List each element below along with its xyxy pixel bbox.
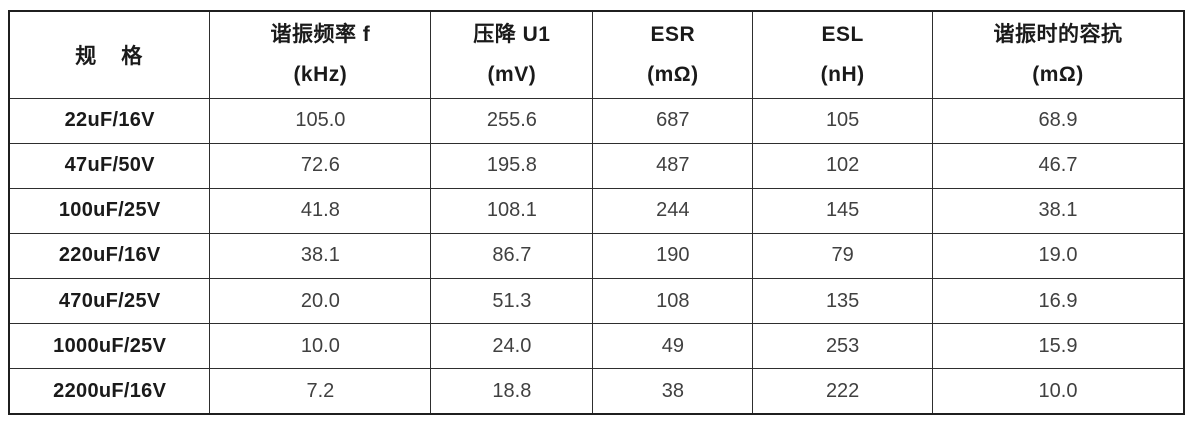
col-header-spec: 规 格 [8,10,211,99]
cell-drop: 18.8 [430,368,594,415]
cell-spec: 47uF/50V [8,142,211,189]
cell-drop: 24.0 [430,323,594,370]
cell-spec: 220uF/16V [8,232,211,280]
cell-esr: 190 [592,232,754,280]
col-header-esr-label: ESR [650,23,696,47]
cell-reactance: 46.7 [932,142,1185,189]
table-row: 47uF/50V 72.6 195.8 487 102 46.7 [8,142,1185,189]
cell-esr: 687 [592,97,754,144]
col-header-esl-label: ESL [821,23,864,47]
cell-drop: 195.8 [430,142,594,189]
cell-freq: 72.6 [209,142,432,189]
col-header-reactance-label: 谐振时的容抗 [993,23,1123,47]
cell-freq: 10.0 [209,323,432,370]
cell-reactance: 68.9 [932,97,1185,144]
table-row: 22uF/16V 105.0 255.6 687 105 68.9 [8,97,1185,144]
cell-spec: 2200uF/16V [8,368,211,415]
cell-esl: 105 [752,97,934,144]
col-header-freq-label: 谐振频率 f [270,23,371,47]
cell-esr: 487 [592,142,754,189]
cell-spec: 100uF/25V [8,187,211,234]
capacitor-spec-table: 规 格 谐振频率 f (kHz) 压降 U1 (mV) ESR [8,10,1185,415]
table-row: 2200uF/16V 7.2 18.8 38 222 10.0 [8,368,1185,415]
cell-esl: 102 [752,142,934,189]
cell-esl: 253 [752,323,934,370]
cell-spec: 470uF/25V [8,278,211,325]
cell-drop: 51.3 [430,278,594,325]
col-header-drop-unit: (mV) [487,63,537,87]
cell-esl: 79 [752,232,934,280]
cell-drop: 255.6 [430,97,594,144]
table-row: 1000uF/25V 10.0 24.0 49 253 15.9 [8,323,1185,370]
cell-reactance: 19.0 [932,232,1185,280]
cell-esl: 135 [752,278,934,325]
cell-freq: 105.0 [209,97,432,144]
cell-spec: 1000uF/25V [8,323,211,370]
cell-esr: 38 [592,368,754,415]
cell-drop: 108.1 [430,187,594,234]
cell-drop: 86.7 [430,232,594,280]
cell-esr: 108 [592,278,754,325]
cell-freq: 41.8 [209,187,432,234]
cell-esl: 222 [752,368,934,415]
cell-reactance: 15.9 [932,323,1185,370]
col-header-drop-label: 压降 U1 [473,23,551,47]
col-header-esl: ESL (nH) [752,10,934,99]
cell-reactance: 10.0 [932,368,1185,415]
cell-reactance: 38.1 [932,187,1185,234]
cell-esl: 145 [752,187,934,234]
col-header-esr-unit: (mΩ) [647,63,699,87]
cell-esr: 49 [592,323,754,370]
col-header-reactance-unit: (mΩ) [1032,63,1084,87]
col-header-freq-unit: (kHz) [293,63,348,87]
cell-esr: 244 [592,187,754,234]
col-header-spec-label: 规 格 [75,44,145,68]
col-header-freq: 谐振频率 f (kHz) [209,10,432,99]
table-row: 470uF/25V 20.0 51.3 108 135 16.9 [8,278,1185,325]
cell-freq: 20.0 [209,278,432,325]
col-header-esl-unit: (nH) [820,63,865,87]
cell-reactance: 16.9 [932,278,1185,325]
cell-freq: 38.1 [209,232,432,280]
cell-freq: 7.2 [209,368,432,415]
col-header-esr: ESR (mΩ) [592,10,754,99]
header-row: 规 格 谐振频率 f (kHz) 压降 U1 (mV) ESR [8,10,1185,99]
table-row: 220uF/16V 38.1 86.7 190 79 19.0 [8,232,1185,280]
table-row: 100uF/25V 41.8 108.1 244 145 38.1 [8,187,1185,234]
col-header-reactance: 谐振时的容抗 (mΩ) [932,10,1185,99]
cell-spec: 22uF/16V [8,97,211,144]
col-header-drop: 压降 U1 (mV) [430,10,594,99]
